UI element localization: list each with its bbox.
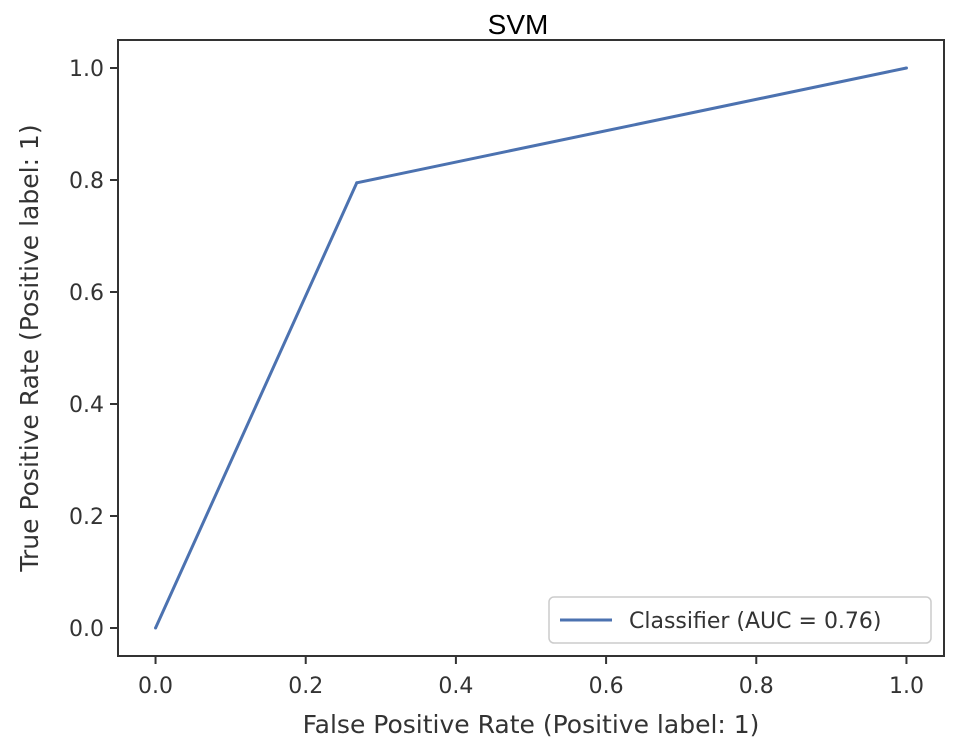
series-point bbox=[904, 66, 908, 70]
y-tick-label: 0.0 bbox=[69, 617, 104, 642]
y-axis-label: True Positive Rate (Positive label: 1) bbox=[15, 124, 44, 572]
x-tick-label: 0.0 bbox=[138, 674, 173, 699]
y-tick-label: 1.0 bbox=[69, 57, 104, 82]
legend: Classifier (AUC = 0.76) bbox=[548, 596, 932, 644]
x-tick-label: 0.6 bbox=[589, 674, 624, 699]
x-tick-label: 1.0 bbox=[889, 674, 924, 699]
x-tick-label: 0.8 bbox=[739, 674, 774, 699]
series-point bbox=[355, 181, 359, 185]
legend-box bbox=[548, 596, 932, 644]
legend-label-classifier: Classifier (AUC = 0.76) bbox=[629, 609, 882, 634]
x-tick-label: 0.4 bbox=[438, 674, 473, 699]
y-axis: 0.0 0.2 0.4 0.6 0.8 1.0 bbox=[69, 57, 118, 642]
series-line-classifier bbox=[154, 66, 907, 629]
y-tick-label: 0.8 bbox=[69, 169, 104, 194]
series-layer bbox=[154, 66, 908, 630]
x-axis-label: False Positive Rate (Positive label: 1) bbox=[303, 710, 760, 739]
series-point bbox=[154, 626, 158, 630]
x-axis: 0.0 0.2 0.4 0.6 0.8 1.0 bbox=[138, 656, 924, 699]
x-tick-label: 0.2 bbox=[288, 674, 323, 699]
y-tick-label: 0.4 bbox=[69, 393, 104, 418]
y-tick-label: 0.6 bbox=[69, 281, 104, 306]
y-tick-label: 0.2 bbox=[69, 505, 104, 530]
plot-frame bbox=[117, 39, 945, 657]
chart-title: SVM bbox=[488, 9, 549, 40]
